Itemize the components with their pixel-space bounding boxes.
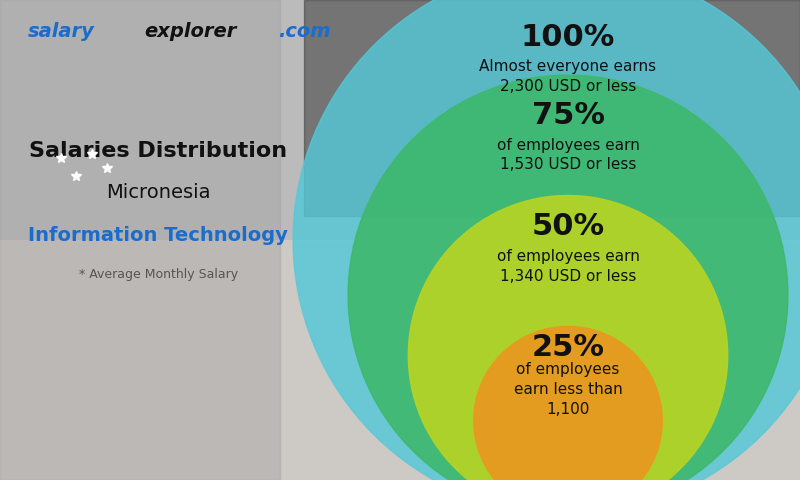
Text: 75%: 75%: [531, 101, 605, 130]
Circle shape: [408, 195, 728, 480]
Text: .com: .com: [278, 22, 330, 41]
Text: explorer: explorer: [144, 22, 237, 41]
Text: * Average Monthly Salary: * Average Monthly Salary: [79, 268, 238, 281]
Text: of employees earn
1,530 USD or less: of employees earn 1,530 USD or less: [497, 137, 639, 172]
Text: 100%: 100%: [521, 23, 615, 51]
Text: Information Technology: Information Technology: [29, 226, 288, 245]
Text: 25%: 25%: [531, 333, 605, 362]
Text: of employees
earn less than
1,100: of employees earn less than 1,100: [514, 362, 622, 417]
Circle shape: [293, 0, 800, 480]
Circle shape: [474, 326, 662, 480]
Text: of employees earn
1,340 USD or less: of employees earn 1,340 USD or less: [497, 249, 639, 284]
Text: Almost everyone earns
2,300 USD or less: Almost everyone earns 2,300 USD or less: [479, 59, 657, 94]
Text: 50%: 50%: [531, 213, 605, 241]
Text: Salaries Distribution: Salaries Distribution: [30, 141, 287, 161]
Text: salary: salary: [28, 22, 95, 41]
FancyBboxPatch shape: [0, 0, 280, 480]
Text: Micronesia: Micronesia: [106, 182, 210, 202]
FancyBboxPatch shape: [304, 0, 800, 216]
FancyBboxPatch shape: [0, 240, 800, 480]
Circle shape: [348, 75, 788, 480]
